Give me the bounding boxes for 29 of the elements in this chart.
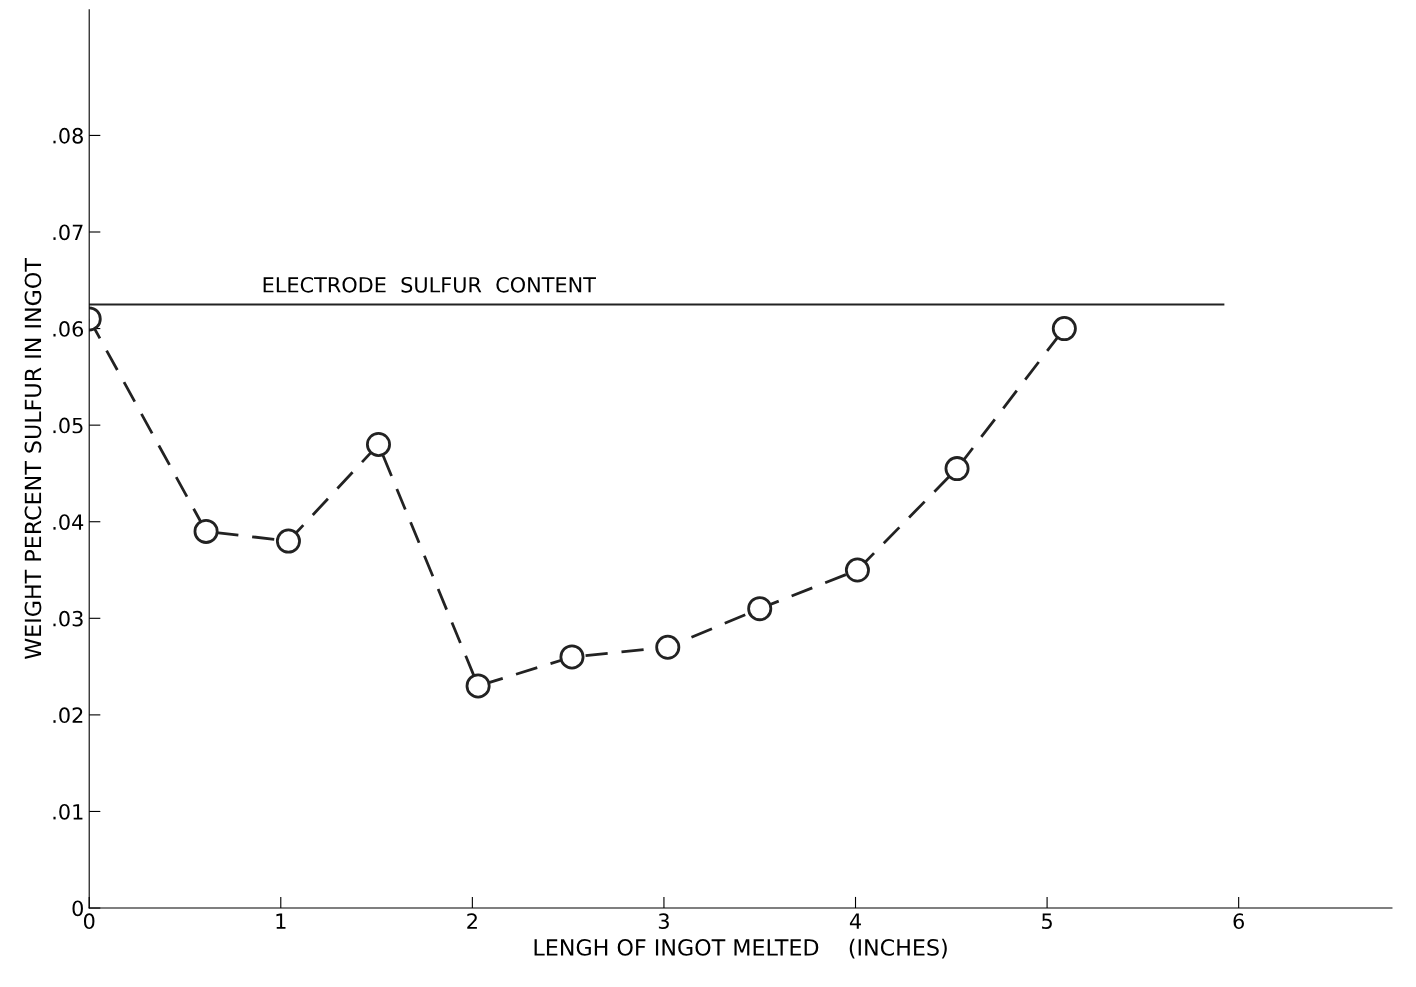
x-tick-label: 4 (849, 913, 861, 929)
x-tick-label: 5 (1042, 913, 1052, 930)
x-tick-label: 6 (1233, 913, 1244, 930)
x-tick-label: 2 (467, 913, 477, 929)
point (944, 456, 970, 482)
point (655, 634, 681, 660)
x-tick-label: 0 (83, 913, 95, 930)
y-tick-label: .01 (53, 803, 83, 820)
x-tick-label: 3 (658, 913, 669, 930)
point (747, 596, 773, 622)
x-tick-label: 1 (276, 913, 286, 929)
y-axis-title: WEIGHT PERCENT SULFUR IN INGOT (24, 258, 42, 660)
point (1051, 316, 1077, 342)
point (844, 557, 870, 583)
x-axis-title: LENGH OF INGOT MELTED (INCHES) (534, 938, 947, 959)
y-tick-label: .07 (53, 224, 83, 241)
y-tick-label: .06 (53, 321, 84, 337)
y-tick-label: .05 (53, 417, 83, 434)
y-tick-label: .04 (53, 514, 84, 530)
y-tick-label: 0 (72, 900, 83, 917)
point (465, 673, 491, 699)
ref-line-label: ELECTRODE SULFUR CONTENT (263, 276, 596, 293)
point (275, 528, 301, 554)
y-tick-label: .02 (53, 707, 83, 724)
y-tick-label: .03 (53, 610, 83, 627)
point (559, 644, 585, 670)
point (365, 431, 391, 457)
y-tick-label: .08 (53, 127, 83, 144)
point (193, 518, 219, 544)
